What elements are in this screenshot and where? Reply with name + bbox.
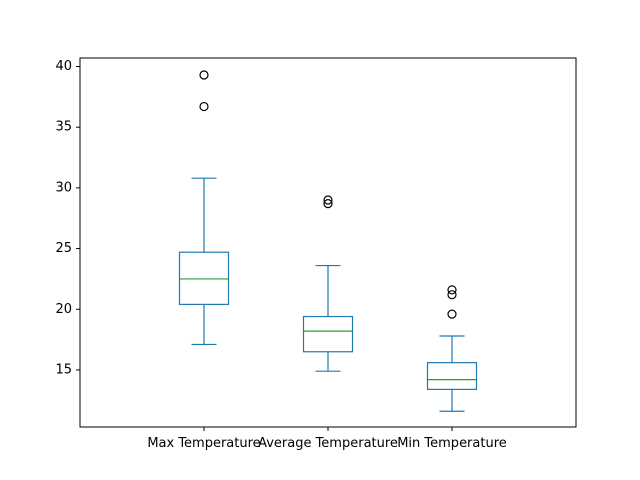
plot-layer <box>178 70 478 412</box>
outlier-point <box>323 195 333 205</box>
x-tick-label: Average Temperature <box>258 436 398 451</box>
box-group-2 <box>302 195 354 372</box>
box-group-1 <box>178 70 230 346</box>
outlier-point <box>447 309 457 319</box>
y-tick-label: 15 <box>55 362 72 377</box>
iqr-box <box>426 362 478 390</box>
y-tick-label: 25 <box>55 241 72 256</box>
y-axis: 15 20 25 30 35 40 <box>55 59 80 377</box>
box-group-3 <box>426 285 478 412</box>
outlier-point <box>447 290 457 300</box>
y-tick-label: 20 <box>55 302 72 317</box>
outlier-point <box>199 70 209 80</box>
y-tick-label: 40 <box>55 59 72 74</box>
x-tick-label: Min Temperature <box>397 436 507 451</box>
outlier-point <box>447 285 457 295</box>
y-tick-label: 30 <box>55 180 72 195</box>
outlier-point <box>199 101 209 112</box>
iqr-box <box>178 251 230 306</box>
iqr-box <box>302 315 354 353</box>
outlier-point <box>323 199 333 209</box>
x-tick-label: Max Temperature <box>147 436 260 451</box>
y-tick-label: 35 <box>55 120 72 135</box>
